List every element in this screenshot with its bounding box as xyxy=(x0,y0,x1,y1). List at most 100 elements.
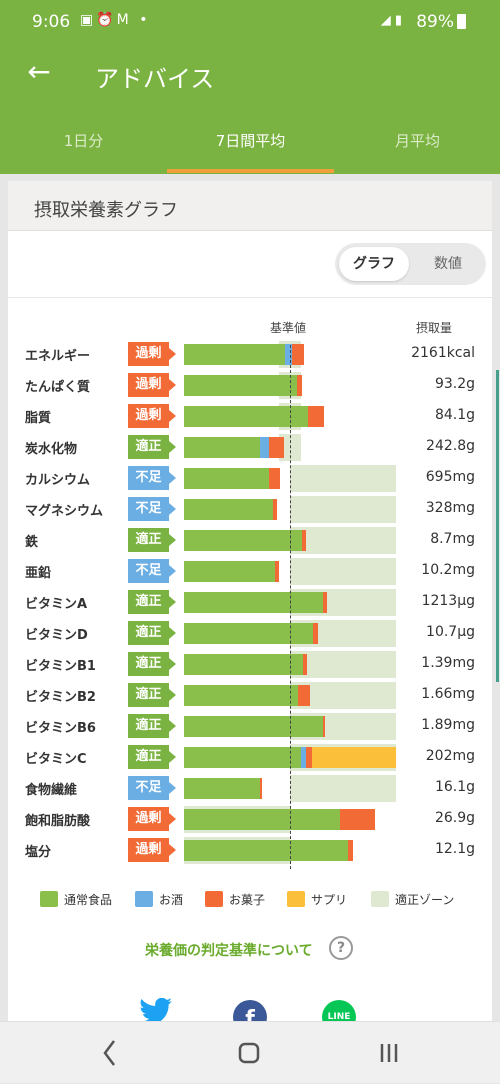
nutrient-row: ビタミンB2 適正 1.66mg xyxy=(8,680,492,711)
nutrient-row: ビタミンB6 適正 1.89mg xyxy=(8,711,492,742)
card-title: 摂取栄養素グラフ xyxy=(34,200,178,221)
legend-swatch xyxy=(287,891,305,907)
bar-segment-sweets xyxy=(322,716,325,737)
numeric-view-button[interactable]: 数値 xyxy=(434,256,462,272)
nutrient-row: エネルギー 過剰 2161kcal xyxy=(8,339,492,370)
graph-view-button[interactable]: グラフ xyxy=(339,247,409,281)
legend-label: サプリ xyxy=(311,893,348,907)
nutrient-name: たんぱく質 xyxy=(25,380,91,395)
bar-segment-normal-food xyxy=(184,437,261,458)
bar-segment-normal-food xyxy=(184,344,285,365)
nutrient-name: ビタミンB6 xyxy=(25,721,96,736)
nutrient-name: ビタミンB2 xyxy=(25,690,96,705)
intake-value: 26.9g xyxy=(434,810,475,826)
view-toggle: グラフ 数値 xyxy=(335,243,486,285)
nutrient-row: 塩分 過剰 12.1g xyxy=(8,835,492,866)
optimal-zone xyxy=(290,558,396,585)
bar-segment-alcohol xyxy=(260,437,269,458)
nutrient-card: 摂取栄養素グラフ グラフ 数値 基準値 摂取量 エネルギー 過剰 2161kcal た… xyxy=(8,181,492,1041)
optimal-zone xyxy=(290,496,396,523)
bar-segment-normal-food xyxy=(184,840,349,861)
bar-segment-sweets xyxy=(308,406,324,427)
legend-swatch xyxy=(371,891,389,907)
bar-segment-sweets xyxy=(322,592,328,613)
reference-header: 基準値 xyxy=(270,321,307,335)
status-badge: 適正 xyxy=(128,621,176,645)
status-badge: 過剰 xyxy=(128,404,176,428)
intake-header: 摂取量 xyxy=(416,321,453,335)
intake-value: 16.1g xyxy=(434,779,475,795)
nutrient-row: カルシウム 不足 695mg xyxy=(8,463,492,494)
bar-segment-sweets xyxy=(275,561,280,582)
bar-segment-sweets xyxy=(268,437,284,458)
status-time: 9:06 xyxy=(32,12,71,32)
bar-segment-normal-food xyxy=(184,468,269,489)
battery-icon xyxy=(457,14,466,29)
intake-value: 695mg xyxy=(425,469,475,485)
tab-1day[interactable]: 1日分 xyxy=(63,132,104,150)
nutrient-name: 塩分 xyxy=(25,845,52,860)
nutrient-row: ビタミンB1 適正 1.39mg xyxy=(8,649,492,680)
tab-bar: 1日分 7日間平均 月平均 xyxy=(0,108,500,174)
optimal-zone xyxy=(290,651,396,678)
nutrient-name: マグネシウム xyxy=(25,504,104,519)
nutrient-row: 脂質 過剰 84.1g xyxy=(8,401,492,432)
recents-nav-icon[interactable] xyxy=(359,1022,419,1084)
home-nav-icon[interactable] xyxy=(219,1022,279,1084)
status-badge: 過剰 xyxy=(128,838,176,862)
nutrient-name: ビタミンD xyxy=(25,628,88,643)
status-badge: 適正 xyxy=(128,435,176,459)
bar-segment-normal-food xyxy=(184,592,323,613)
active-tab-indicator xyxy=(167,169,334,173)
bar-segment-sweets xyxy=(260,778,263,799)
tab-monthly-average[interactable]: 月平均 xyxy=(394,132,440,150)
bar-segment-sweets xyxy=(297,375,302,396)
bar-segment-normal-food xyxy=(184,747,301,768)
nutrient-row: ビタミンD 適正 10.7µg xyxy=(8,618,492,649)
bar-segment-sweets xyxy=(339,809,375,830)
intake-value: 1213µg xyxy=(421,593,475,609)
bar-segment-sweets xyxy=(313,623,318,644)
navigation-bar xyxy=(0,1021,500,1083)
bar-segment-sweets xyxy=(273,499,278,520)
bar-segment-normal-food xyxy=(184,375,298,396)
twitter-icon[interactable] xyxy=(139,998,173,1024)
status-badge: 不足 xyxy=(128,466,176,490)
back-arrow-icon[interactable]: ← xyxy=(27,55,51,88)
criteria-link[interactable]: 栄養価の判定基準について xyxy=(145,943,313,959)
page-title: アドバイス xyxy=(95,65,215,93)
status-bar: 9:06 ▣⏰M • ◢ ▮ 89% xyxy=(0,0,500,42)
intake-value: 202mg xyxy=(425,748,475,764)
back-nav-icon[interactable] xyxy=(80,1022,140,1084)
bar-segment-normal-food xyxy=(184,778,261,799)
nutrient-name: カルシウム xyxy=(25,473,91,488)
legend-swatch xyxy=(135,891,153,907)
bar-segment-alcohol xyxy=(300,747,306,768)
legend-label: お酒 xyxy=(159,893,184,907)
nutrient-name: 炭水化物 xyxy=(25,442,78,457)
nutrient-name: 飽和脂肪酸 xyxy=(25,814,91,829)
status-badge: 適正 xyxy=(128,590,176,614)
legend-label: 通常食品 xyxy=(64,893,113,907)
status-badge: 適正 xyxy=(128,683,176,707)
nutrient-row: 亜鉛 不足 10.2mg xyxy=(8,556,492,587)
intake-value: 10.2mg xyxy=(421,562,475,578)
help-icon[interactable]: ? xyxy=(329,936,353,960)
tab-7day-average[interactable]: 7日間平均 xyxy=(215,132,286,150)
signal-icon: ◢ ▮ xyxy=(380,13,402,28)
nutrient-name: エネルギー xyxy=(25,349,91,364)
nutrient-name: 食物繊維 xyxy=(25,783,78,798)
bar-segment-normal-food xyxy=(184,716,323,737)
intake-value: 1.89mg xyxy=(421,717,475,733)
bar-segment-normal-food xyxy=(184,623,314,644)
intake-value: 242.8g xyxy=(426,438,475,454)
status-badge: 不足 xyxy=(128,776,176,800)
scrollbar[interactable] xyxy=(496,370,499,682)
intake-value: 328mg xyxy=(425,500,475,516)
status-badge: 不足 xyxy=(128,497,176,521)
legend-label: 適正ゾーン xyxy=(395,893,455,907)
app-bar: ← アドバイス xyxy=(0,42,500,108)
status-badge: 適正 xyxy=(128,652,176,676)
card-header: 摂取栄養素グラフ xyxy=(8,181,492,231)
bar-segment-sweets xyxy=(305,747,313,768)
